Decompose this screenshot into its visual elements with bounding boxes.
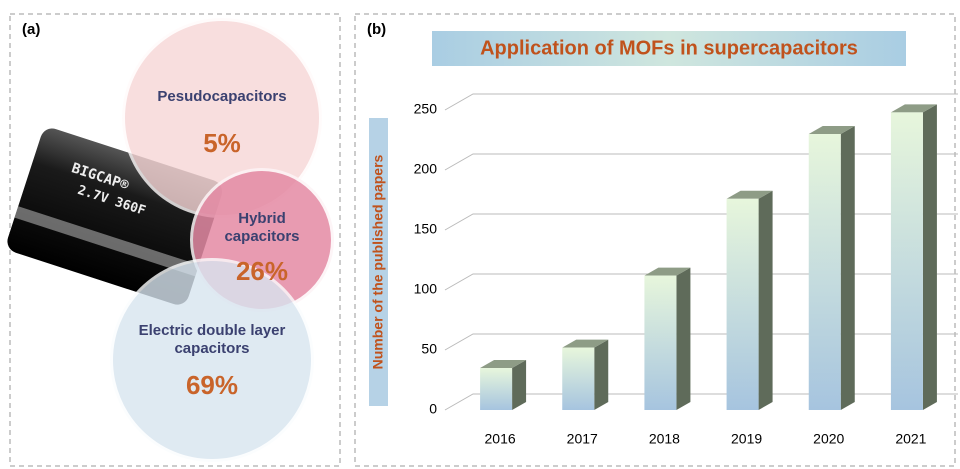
grid-line — [444, 213, 958, 231]
value-label: 5% — [203, 128, 241, 158]
capacitor-band — [14, 206, 199, 277]
bar-top — [644, 267, 691, 276]
x-tick-label: 2019 — [731, 431, 762, 447]
category-label: Electric double layer capacitors — [138, 322, 286, 357]
category-circle — [110, 258, 314, 462]
x-tick-label: 2021 — [895, 431, 926, 447]
panel-b-border — [354, 13, 956, 467]
bar-side — [594, 339, 609, 410]
panel-label: (a) — [22, 21, 40, 38]
grid-line — [444, 153, 958, 171]
x-tick-label: 2018 — [649, 431, 680, 447]
bar-top — [480, 360, 527, 368]
panel-a-border — [9, 13, 341, 467]
bar-side — [676, 267, 691, 410]
value-label: 26% — [235, 256, 289, 286]
grid-line — [444, 333, 958, 351]
y-tick-label: 250 — [414, 101, 438, 117]
title-background — [432, 31, 906, 66]
bar — [890, 112, 923, 411]
ylabel-background — [369, 118, 388, 406]
bar-top — [726, 190, 773, 199]
chart-title: Application of MOFs in supercapacitors — [480, 37, 858, 59]
category-label: Hybrid capacitors — [224, 210, 300, 245]
bar — [562, 347, 595, 410]
value-label: 69% — [185, 370, 239, 400]
bar — [644, 275, 677, 410]
grid-line — [444, 273, 958, 291]
bar — [726, 198, 759, 410]
x-tick-label: 2017 — [567, 431, 598, 447]
bar-top — [562, 339, 609, 348]
bar-side — [922, 104, 937, 411]
x-tick-label: 2016 — [485, 431, 516, 447]
y-tick-label: 100 — [414, 281, 438, 297]
bar-top — [808, 126, 855, 134]
grid-line — [444, 93, 958, 111]
x-tick-label: 2020 — [813, 431, 844, 447]
bar-side — [512, 360, 527, 410]
bar-side — [758, 190, 773, 410]
bar-side — [840, 126, 855, 410]
y-tick-label: 50 — [421, 341, 437, 357]
bar-top — [890, 104, 937, 113]
y-tick-label: 150 — [414, 221, 438, 237]
y-tick-label: 200 — [414, 161, 438, 177]
bar — [480, 368, 513, 410]
grid-line — [444, 393, 958, 411]
panel-label: (b) — [367, 21, 386, 38]
category-label: Pesudocapacitors — [157, 88, 287, 105]
y-axis-label: Number of the published papers — [370, 154, 386, 369]
bar — [808, 134, 841, 410]
y-tick-label: 0 — [429, 401, 437, 417]
